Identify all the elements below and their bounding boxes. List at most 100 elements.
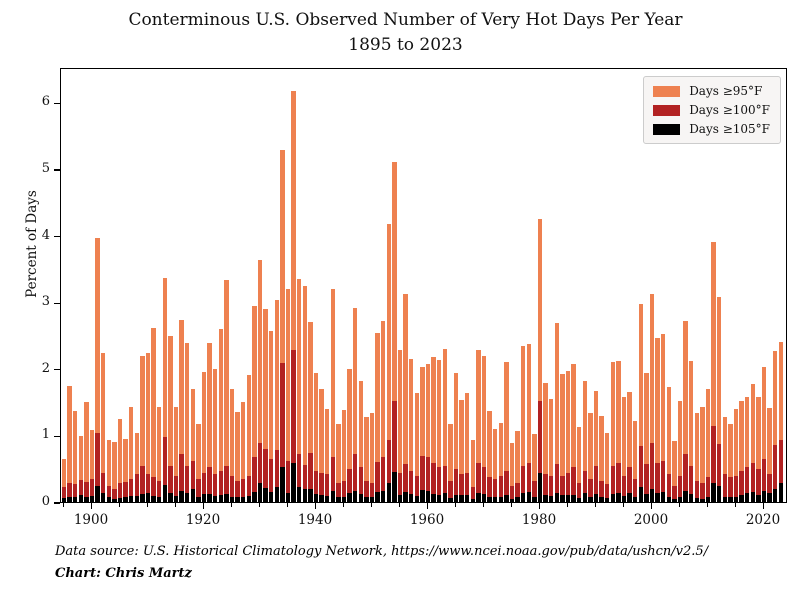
bar-2020-series2 <box>761 490 767 502</box>
bar-1910-series0 <box>145 352 151 502</box>
bar-1962-series2 <box>436 494 442 502</box>
bar-1907-series2 <box>128 496 134 502</box>
bar-1993-series1 <box>610 466 616 502</box>
bar-2015-series1 <box>733 476 739 502</box>
bar-1953-series2 <box>386 483 392 502</box>
bar-1932-series1 <box>268 459 274 502</box>
x-tick-1900 <box>91 503 93 509</box>
bar-2007-series0 <box>688 360 694 502</box>
bar-1954-series1 <box>392 400 397 502</box>
bar-1967-series1 <box>464 472 470 502</box>
bar-2008-series0 <box>694 412 700 502</box>
bar-1992-series1 <box>604 484 610 502</box>
bar-2023-series1 <box>778 440 784 502</box>
bar-1936-series2 <box>291 462 296 502</box>
bar-1958-series0 <box>414 392 420 502</box>
bar-2013-series1 <box>722 474 728 502</box>
bar-1902-series0 <box>100 352 106 502</box>
x-tick-label-1960: 1960 <box>409 512 445 528</box>
bar-1989-series2 <box>588 496 593 502</box>
bar-1993-series0 <box>610 362 616 502</box>
x-minor-tick-1945 <box>343 503 345 507</box>
bar-1898-series1 <box>78 480 84 502</box>
bar-1990-series2 <box>593 494 599 502</box>
bar-1939-series2 <box>308 489 313 502</box>
bar-1917-series2 <box>184 492 190 502</box>
x-minor-tick-1915 <box>175 503 177 507</box>
bar-1971-series2 <box>487 496 492 502</box>
bar-2020-series0 <box>761 367 767 502</box>
bar-2012-series2 <box>716 486 722 502</box>
bar-1989-series0 <box>588 412 593 502</box>
x-minor-tick-2005 <box>679 503 681 507</box>
bar-1998-series0 <box>638 303 644 502</box>
bar-1895-series0 <box>61 458 67 502</box>
bar-1904-series2 <box>112 499 117 502</box>
bar-1945-series2 <box>341 496 347 502</box>
bar-1978-series0 <box>526 344 532 502</box>
bar-1937-series0 <box>296 278 302 502</box>
y-tick-label-0: 0 <box>41 494 50 509</box>
bar-1956-series2 <box>403 492 408 502</box>
bar-2008-series2 <box>694 498 700 502</box>
bar-1994-series0 <box>616 360 621 502</box>
x-tick-1980 <box>539 503 541 509</box>
legend-label: Days ≥100°F <box>689 103 770 117</box>
bar-1994-series2 <box>616 492 621 502</box>
bar-1974-series1 <box>504 470 509 502</box>
bar-1982-series1 <box>548 476 554 502</box>
bar-1984-series2 <box>560 495 565 502</box>
bar-1962-series1 <box>436 467 442 502</box>
bar-1955-series0 <box>397 349 403 502</box>
bar-1982-series2 <box>548 496 554 502</box>
bar-1925-series2 <box>229 496 235 502</box>
chart-credit-text: Chart: Chris Martz <box>55 566 192 582</box>
bar-1927-series0 <box>240 402 246 502</box>
bar-2017-series0 <box>744 397 750 502</box>
bar-2003-series2 <box>666 496 672 502</box>
x-tick-2020 <box>763 503 765 509</box>
bar-2014-series2 <box>728 496 733 502</box>
bar-1951-series2 <box>375 492 380 502</box>
bar-1977-series0 <box>520 346 526 502</box>
bar-1966-series1 <box>459 474 464 502</box>
bar-1965-series0 <box>453 373 459 502</box>
bar-1923-series0 <box>218 328 224 502</box>
bar-1920-series1 <box>201 472 207 502</box>
bar-1949-series0 <box>364 416 369 502</box>
x-minor-tick-1955 <box>399 503 401 507</box>
bar-1942-series2 <box>324 496 330 502</box>
bar-1996-series1 <box>627 467 632 502</box>
bar-1980-series2 <box>537 472 543 502</box>
bar-1936-series0 <box>291 91 296 502</box>
bar-1921-series0 <box>207 342 212 502</box>
bar-2013-series0 <box>722 417 728 502</box>
bar-1983-series2 <box>554 492 560 502</box>
bar-1951-series0 <box>375 332 380 502</box>
x-minor-tick-1895 <box>63 503 65 507</box>
bar-1990-series0 <box>593 390 599 502</box>
bar-2022-series0 <box>772 350 778 502</box>
x-minor-tick-1970 <box>483 503 485 507</box>
bar-2008-series1 <box>694 480 700 502</box>
bar-1898-series2 <box>78 495 84 502</box>
bar-1896-series0 <box>67 386 72 502</box>
bar-1999-series1 <box>644 464 649 502</box>
bar-1932-series2 <box>268 492 274 502</box>
bar-1952-series1 <box>380 457 386 502</box>
x-tick-2000 <box>651 503 653 509</box>
bar-1926-series1 <box>235 480 240 502</box>
bar-1903-series0 <box>106 440 112 502</box>
bar-1910-series2 <box>145 493 151 502</box>
bar-1997-series0 <box>632 420 638 502</box>
bar-1933-series1 <box>274 450 280 502</box>
bar-1975-series1 <box>509 486 515 502</box>
y-tick-6 <box>54 102 60 104</box>
bar-1918-series1 <box>190 460 196 502</box>
y-tick-2 <box>54 369 60 371</box>
y-tick-5 <box>54 169 60 171</box>
bar-1960-series1 <box>425 457 431 502</box>
x-minor-tick-1985 <box>567 503 569 507</box>
bar-2014-series0 <box>728 424 733 502</box>
bar-2005-series1 <box>677 476 683 502</box>
